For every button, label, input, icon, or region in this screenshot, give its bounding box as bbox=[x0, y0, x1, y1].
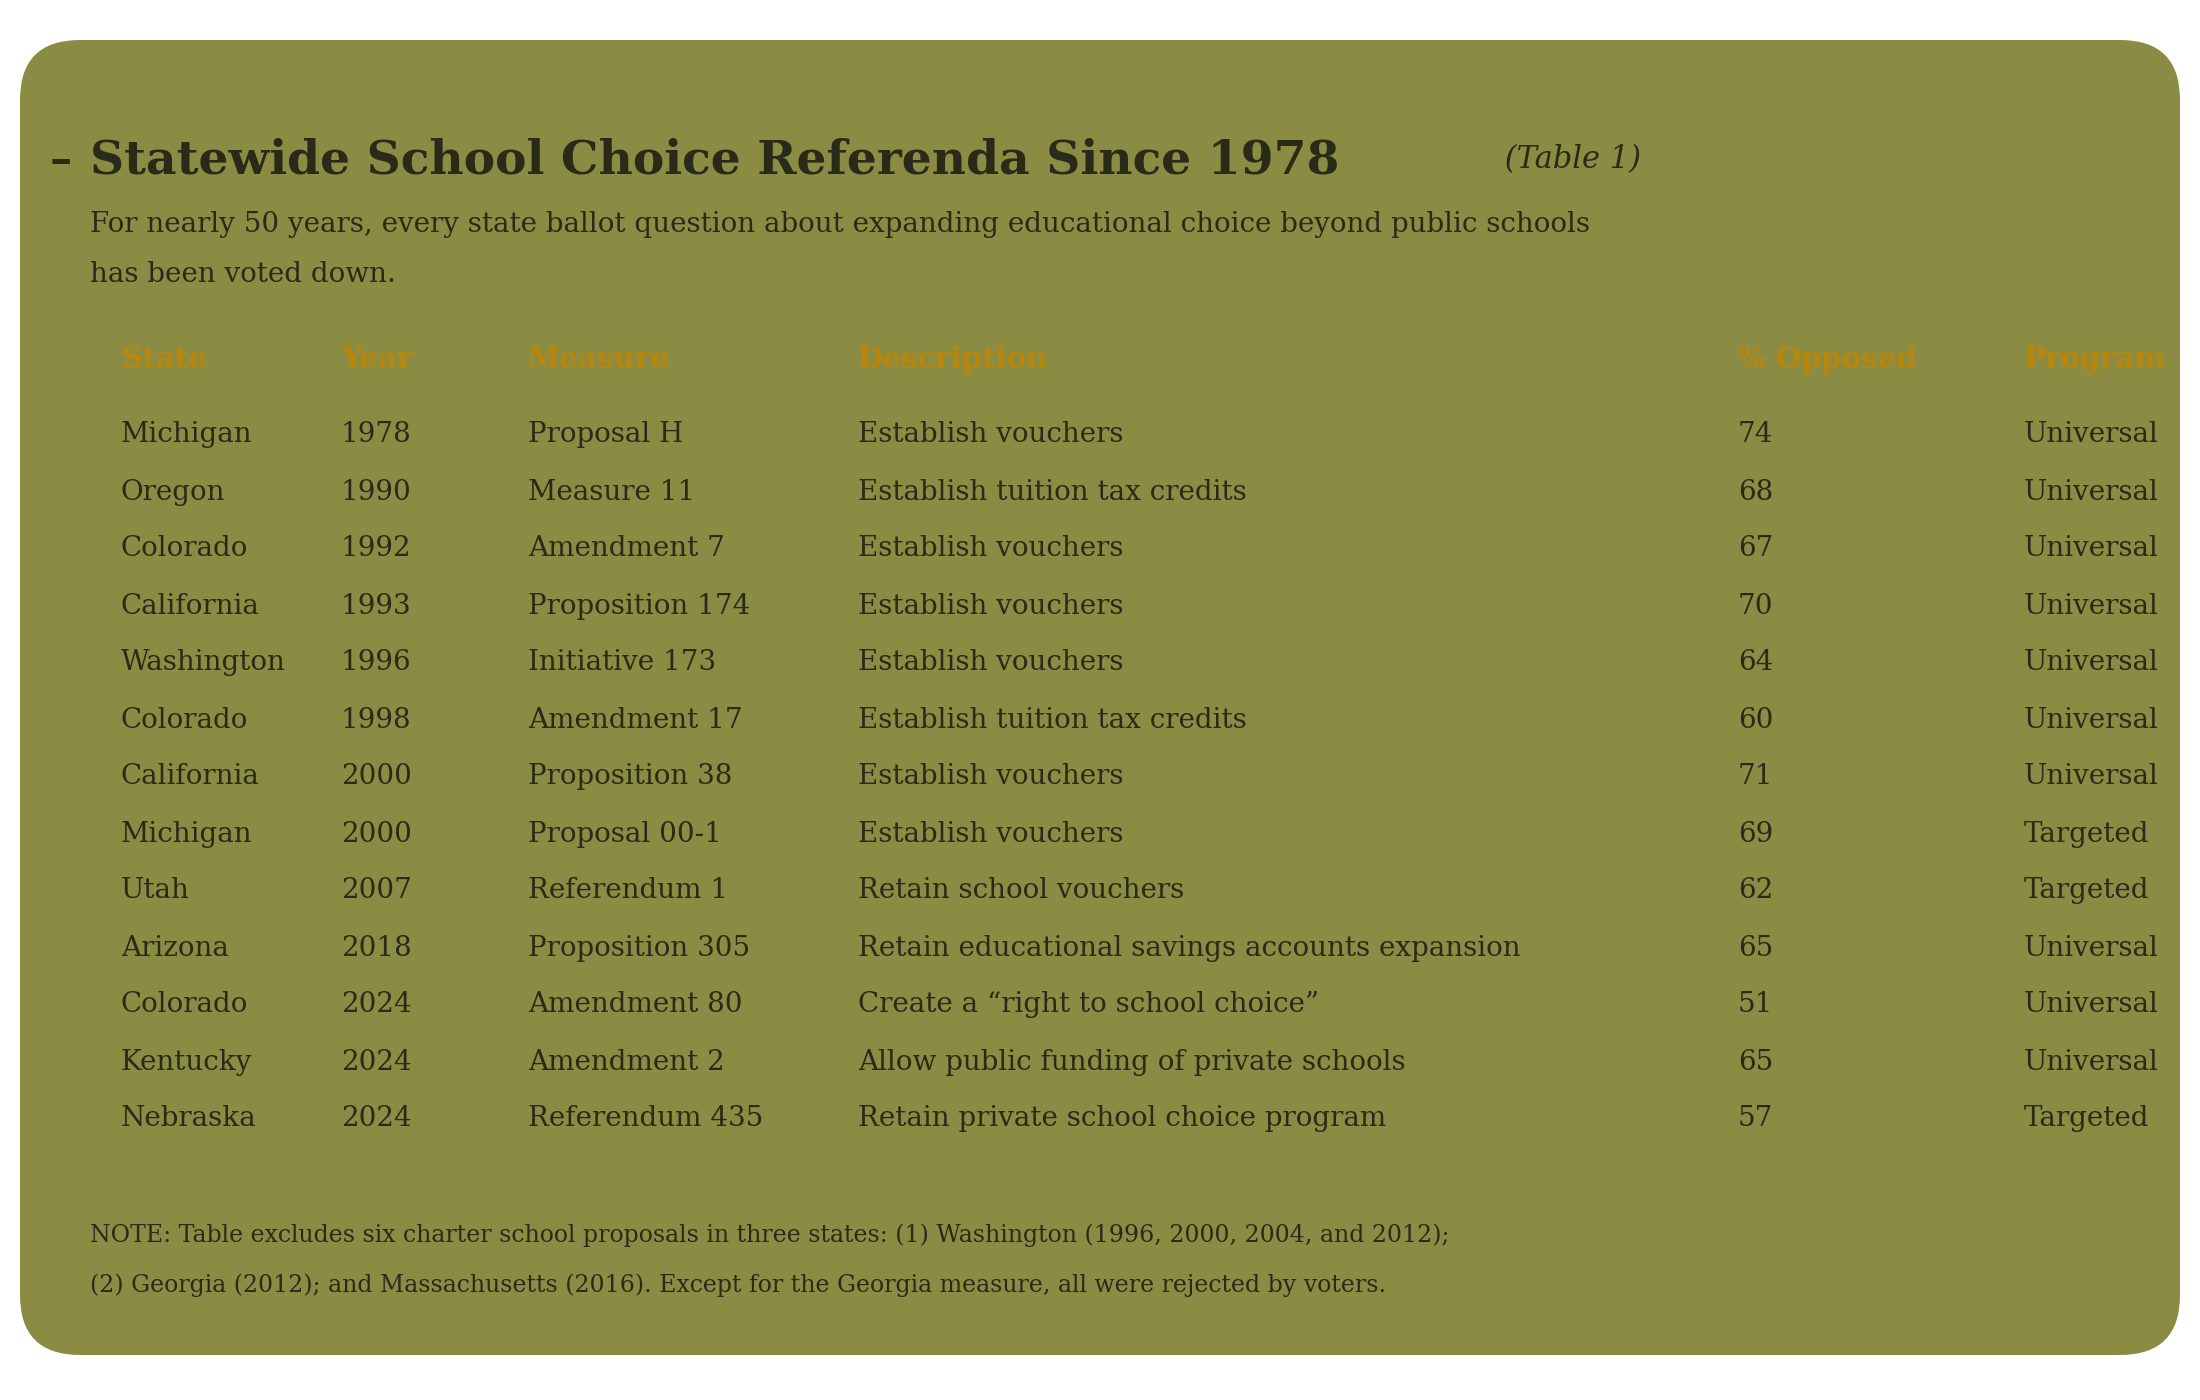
Text: Year: Year bbox=[341, 346, 411, 374]
Text: Measure: Measure bbox=[528, 346, 669, 374]
Text: 2000: 2000 bbox=[341, 820, 411, 847]
Text: Universal: Universal bbox=[2024, 535, 2158, 563]
FancyBboxPatch shape bbox=[20, 41, 2180, 1355]
Text: Amendment 2: Amendment 2 bbox=[528, 1049, 724, 1075]
Text: Universal: Universal bbox=[2024, 991, 2158, 1019]
Text: 57: 57 bbox=[1738, 1106, 1773, 1133]
Text: Arizona: Arizona bbox=[121, 935, 229, 962]
Text: Utah: Utah bbox=[121, 878, 189, 904]
Text: Universal: Universal bbox=[2024, 592, 2158, 619]
Text: 1978: 1978 bbox=[341, 421, 411, 448]
Text: Establish vouchers: Establish vouchers bbox=[858, 535, 1124, 563]
Text: Amendment 7: Amendment 7 bbox=[528, 535, 724, 563]
Text: Establish vouchers: Establish vouchers bbox=[858, 763, 1124, 791]
Text: 1998: 1998 bbox=[341, 707, 411, 734]
Text: State: State bbox=[121, 346, 207, 374]
Text: 60: 60 bbox=[1738, 707, 1773, 734]
Text: Proposal 00-1: Proposal 00-1 bbox=[528, 820, 722, 847]
Text: Universal: Universal bbox=[2024, 650, 2158, 676]
Text: 2024: 2024 bbox=[341, 1106, 411, 1133]
Text: Colorado: Colorado bbox=[121, 707, 249, 734]
Text: Universal: Universal bbox=[2024, 763, 2158, 791]
Text: Proposition 174: Proposition 174 bbox=[528, 592, 750, 619]
Text: Allow public funding of private schools: Allow public funding of private schools bbox=[858, 1049, 1406, 1075]
Text: 62: 62 bbox=[1738, 878, 1773, 904]
Text: (Table 1): (Table 1) bbox=[1496, 144, 1641, 175]
Text: 1996: 1996 bbox=[341, 650, 411, 676]
Text: 1990: 1990 bbox=[341, 479, 411, 505]
Text: Referendum 1: Referendum 1 bbox=[528, 878, 728, 904]
Text: Proposal H: Proposal H bbox=[528, 421, 684, 448]
Text: Initiative 173: Initiative 173 bbox=[528, 650, 717, 676]
Text: Targeted: Targeted bbox=[2024, 878, 2149, 904]
Text: 1993: 1993 bbox=[341, 592, 411, 619]
Text: Establish vouchers: Establish vouchers bbox=[858, 421, 1124, 448]
Text: 51: 51 bbox=[1738, 991, 1773, 1019]
Text: Washington: Washington bbox=[121, 650, 286, 676]
Text: Establish vouchers: Establish vouchers bbox=[858, 820, 1124, 847]
Text: 65: 65 bbox=[1738, 1049, 1773, 1075]
Text: % Opposed: % Opposed bbox=[1738, 346, 1916, 374]
Text: 74: 74 bbox=[1738, 421, 1773, 448]
Text: Establish vouchers: Establish vouchers bbox=[858, 650, 1124, 676]
Text: NOTE: Table excludes six charter school proposals in three states: (1) Washingto: NOTE: Table excludes six charter school … bbox=[90, 1224, 1450, 1247]
Text: 2024: 2024 bbox=[341, 991, 411, 1019]
Text: Establish vouchers: Establish vouchers bbox=[858, 592, 1124, 619]
Text: 2007: 2007 bbox=[341, 878, 411, 904]
Text: Retain private school choice program: Retain private school choice program bbox=[858, 1106, 1386, 1133]
Text: Colorado: Colorado bbox=[121, 991, 249, 1019]
Text: Amendment 80: Amendment 80 bbox=[528, 991, 744, 1019]
Text: 65: 65 bbox=[1738, 935, 1773, 962]
Text: Universal: Universal bbox=[2024, 479, 2158, 505]
Text: Michigan: Michigan bbox=[121, 820, 253, 847]
Text: 71: 71 bbox=[1738, 763, 1773, 791]
Text: California: California bbox=[121, 763, 260, 791]
Text: California: California bbox=[121, 592, 260, 619]
Text: Description: Description bbox=[858, 346, 1047, 374]
Text: Establish tuition tax credits: Establish tuition tax credits bbox=[858, 479, 1247, 505]
Text: 70: 70 bbox=[1738, 592, 1773, 619]
Text: Universal: Universal bbox=[2024, 935, 2158, 962]
Text: Universal: Universal bbox=[2024, 707, 2158, 734]
Text: 2024: 2024 bbox=[341, 1049, 411, 1075]
Text: Retain educational savings accounts expansion: Retain educational savings accounts expa… bbox=[858, 935, 1520, 962]
Text: Universal: Universal bbox=[2024, 421, 2158, 448]
Text: Referendum 435: Referendum 435 bbox=[528, 1106, 763, 1133]
Text: Measure 11: Measure 11 bbox=[528, 479, 695, 505]
Text: Targeted: Targeted bbox=[2024, 1106, 2149, 1133]
Text: Nebraska: Nebraska bbox=[121, 1106, 257, 1133]
Text: Kentucky: Kentucky bbox=[121, 1049, 253, 1075]
Text: For nearly 50 years, every state ballot question about expanding educational cho: For nearly 50 years, every state ballot … bbox=[90, 211, 1591, 238]
Text: Proposition 305: Proposition 305 bbox=[528, 935, 750, 962]
Text: Michigan: Michigan bbox=[121, 421, 253, 448]
Text: Amendment 17: Amendment 17 bbox=[528, 707, 744, 734]
Text: 68: 68 bbox=[1738, 479, 1773, 505]
Text: 67: 67 bbox=[1738, 535, 1773, 563]
Text: Oregon: Oregon bbox=[121, 479, 224, 505]
Text: 2018: 2018 bbox=[341, 935, 411, 962]
Text: 69: 69 bbox=[1738, 820, 1773, 847]
Text: Colorado: Colorado bbox=[121, 535, 249, 563]
Text: Proposition 38: Proposition 38 bbox=[528, 763, 733, 791]
Text: Retain school vouchers: Retain school vouchers bbox=[858, 878, 1184, 904]
Text: Universal: Universal bbox=[2024, 1049, 2158, 1075]
Text: has been voted down.: has been voted down. bbox=[90, 262, 396, 288]
Text: Create a “right to school choice”: Create a “right to school choice” bbox=[858, 991, 1320, 1019]
Text: 2000: 2000 bbox=[341, 763, 411, 791]
Text: Targeted: Targeted bbox=[2024, 820, 2149, 847]
Text: Establish tuition tax credits: Establish tuition tax credits bbox=[858, 707, 1247, 734]
Text: 1992: 1992 bbox=[341, 535, 411, 563]
Text: –: – bbox=[51, 139, 73, 182]
Text: Program: Program bbox=[2024, 346, 2167, 374]
Text: 64: 64 bbox=[1738, 650, 1773, 676]
Text: (2) Georgia (2012); and Massachusetts (2016). Except for the Georgia measure, al: (2) Georgia (2012); and Massachusetts (2… bbox=[90, 1273, 1386, 1296]
Text: Statewide School Choice Referenda Since 1978: Statewide School Choice Referenda Since … bbox=[90, 137, 1340, 183]
